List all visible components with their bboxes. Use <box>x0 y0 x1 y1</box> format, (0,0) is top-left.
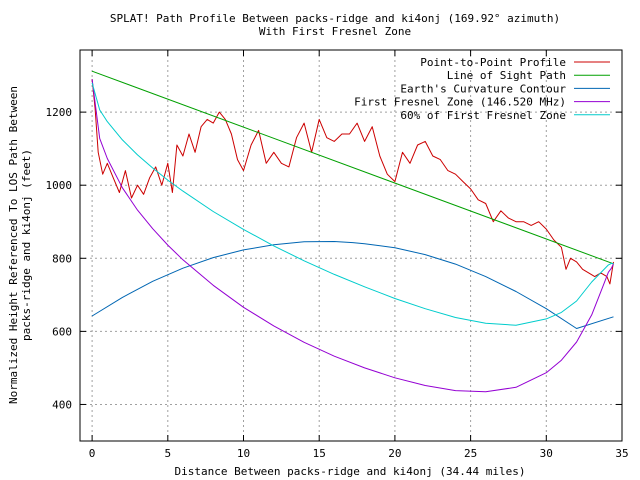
grid-layer <box>80 50 623 441</box>
y-tick-label: 600 <box>52 325 72 338</box>
series-line-2 <box>91 241 614 329</box>
y-tick-label: 1000 <box>46 179 73 192</box>
tick-layer: 0 5 10 15 20 25 30 35 400 600 800 1000 1200 <box>46 50 629 460</box>
x-tick-label: 25 <box>464 447 477 460</box>
y-tick-label: 1200 <box>46 106 73 119</box>
legend-label-3: First Fresnel Zone (146.520 MHz) <box>354 96 566 109</box>
x-axis-label: Distance Between packs-ridge and ki4onj … <box>175 465 526 478</box>
series-line-3 <box>91 79 614 393</box>
series-line-4 <box>91 82 614 326</box>
legend-label-4: 60% of First Fresnel Zone <box>400 109 566 122</box>
plot-frame <box>79 49 623 442</box>
x-tick-label: 35 <box>615 447 628 460</box>
y-tick-label: 400 <box>52 398 72 411</box>
legend-label-0: Point-to-Point Profile <box>420 56 566 69</box>
series-layer <box>91 70 614 393</box>
y-axis-label-line-1: Normalized Height Referenced To LOS Path… <box>7 86 20 404</box>
x-tick-label: 30 <box>540 447 553 460</box>
legend-label-2: Earth's Curvature Contour <box>400 82 566 95</box>
series-line-0 <box>91 79 614 285</box>
x-tick-label: 10 <box>237 447 250 460</box>
y-tick-label: 800 <box>52 252 72 265</box>
x-tick-label: 5 <box>164 447 171 460</box>
legend-label-1: Line of Sight Path <box>447 69 566 82</box>
series-line-1 <box>91 70 614 265</box>
chart-subtitle: With First Fresnel Zone <box>259 25 411 38</box>
x-tick-label: 15 <box>313 447 326 460</box>
y-axis-label-line-2: packs-ridge and ki4onj (feet) <box>20 149 33 341</box>
chart-title: SPLAT! Path Profile Between packs-ridge … <box>110 12 560 25</box>
x-tick-label: 0 <box>89 447 96 460</box>
x-tick-label: 20 <box>388 447 401 460</box>
